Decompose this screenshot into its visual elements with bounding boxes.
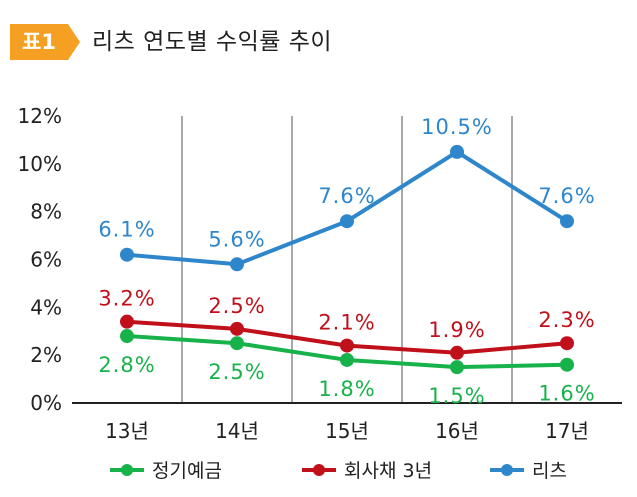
data-label: 1.5%: [428, 384, 485, 408]
data-label: 10.5%: [421, 115, 493, 139]
x-tick-label: 13년: [105, 419, 149, 443]
legend-swatch-marker: [313, 464, 325, 476]
data-label: 2.5%: [208, 360, 265, 384]
data-label: 2.8%: [98, 353, 155, 377]
data-label: 6.1%: [98, 218, 155, 242]
data-label: 5.6%: [208, 227, 265, 251]
data-label: 1.6%: [538, 382, 595, 406]
data-point: [230, 336, 244, 351]
y-tick-label: 4%: [30, 295, 62, 319]
badge-shape: [10, 24, 80, 60]
y-tick-label: 8%: [30, 200, 62, 224]
data-point: [340, 214, 354, 229]
chart-title: 리츠 연도별 수익률 추이: [92, 29, 333, 55]
x-tick-label: 15년: [325, 419, 369, 443]
x-tick-label: 16년: [435, 419, 479, 443]
data-point: [450, 345, 464, 360]
data-point: [560, 336, 574, 351]
y-tick-label: 10%: [18, 152, 62, 176]
data-point: [560, 214, 574, 229]
figure-badge: 표1: [22, 30, 56, 54]
data-point: [560, 357, 574, 372]
data-point: [450, 144, 464, 159]
legend-swatch-marker: [501, 464, 513, 476]
y-tick-label: 6%: [30, 248, 62, 272]
data-label: 1.9%: [428, 318, 485, 342]
legend-label: 리츠: [532, 460, 567, 482]
legend-label: 정기예금: [152, 460, 222, 482]
data-label: 3.2%: [98, 287, 155, 311]
data-label: 2.1%: [318, 311, 375, 335]
data-label: 7.6%: [538, 184, 595, 208]
data-label: 1.8%: [318, 377, 375, 401]
y-tick-label: 12%: [18, 104, 62, 128]
data-point: [340, 352, 354, 367]
data-point: [450, 360, 464, 375]
data-label: 2.3%: [538, 308, 595, 332]
x-tick-label: 17년: [545, 419, 589, 443]
y-tick-label: 2%: [30, 343, 62, 367]
data-label: 7.6%: [318, 184, 375, 208]
data-point: [230, 321, 244, 336]
data-point: [340, 338, 354, 353]
data-point: [230, 257, 244, 272]
legend-label: 회사채 3년: [344, 460, 432, 482]
data-label: 2.5%: [208, 294, 265, 318]
y-tick-label: 0%: [30, 391, 62, 415]
data-point: [120, 247, 134, 262]
legend-swatch-marker: [121, 464, 133, 476]
data-point: [120, 329, 134, 344]
x-tick-label: 14년: [215, 419, 259, 443]
data-point: [120, 314, 134, 329]
